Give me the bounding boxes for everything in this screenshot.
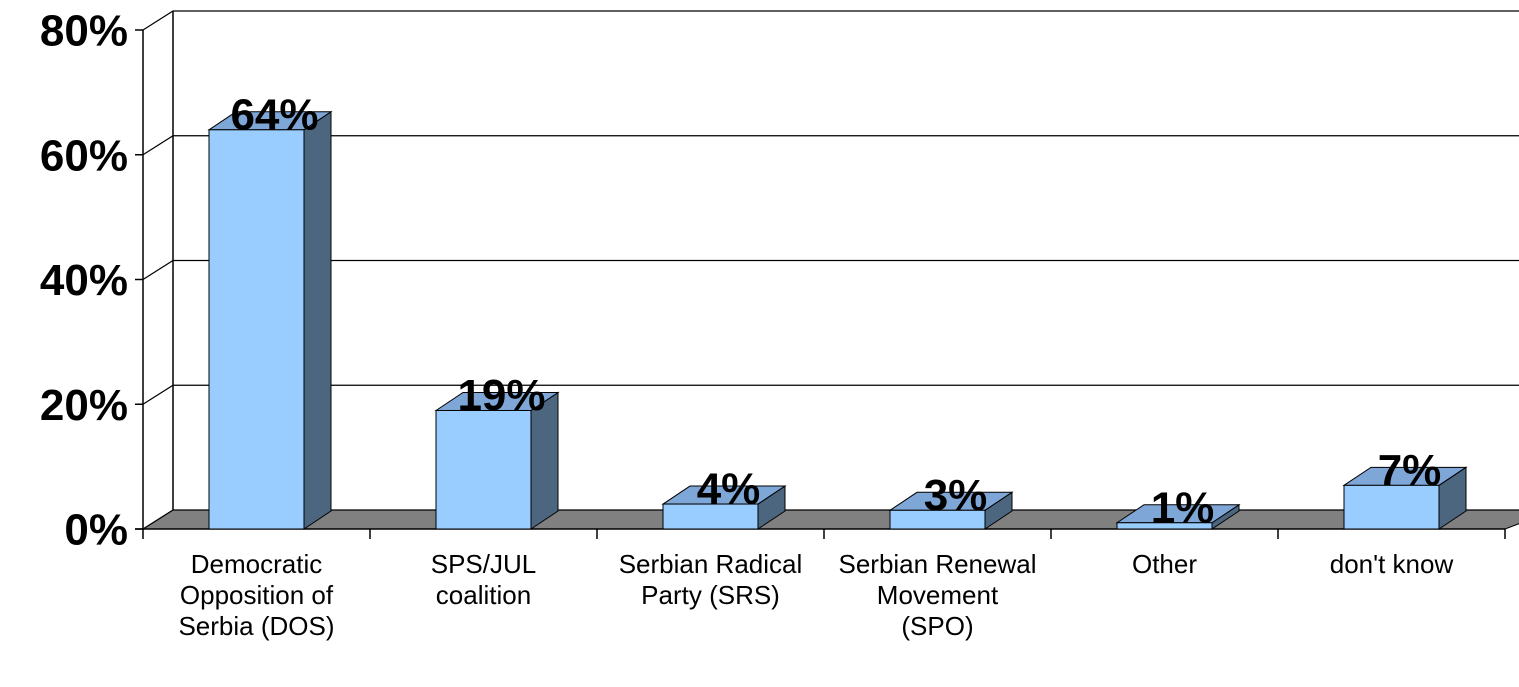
data-label: 7% <box>1378 446 1442 495</box>
y-tick-label: 40% <box>40 256 128 305</box>
floor <box>141 509 1519 530</box>
bar <box>435 409 532 530</box>
grid-line <box>142 135 1519 156</box>
bar <box>208 129 305 530</box>
bar <box>1116 522 1213 530</box>
bar-side <box>303 110 332 530</box>
bar <box>1343 484 1440 530</box>
x-tick-label: Democratic Opposition of Serbia (DOS) <box>178 549 335 641</box>
x-tick-label: Serbian Radical Party (SRS) <box>618 549 803 610</box>
data-label: 19% <box>457 371 545 420</box>
y-tick-label: 60% <box>40 131 128 180</box>
grid-line <box>142 10 1519 31</box>
data-label: 4% <box>697 465 761 514</box>
y-tick-label: 0% <box>64 506 128 555</box>
x-tick-label: Other <box>1131 549 1198 579</box>
grid-line <box>142 509 1519 530</box>
bar <box>889 509 986 530</box>
x-tick-label: Serbian Renewal Movement (SPO) <box>838 549 1037 641</box>
x-tick-label: don't know <box>1329 549 1454 579</box>
grid-line <box>142 259 1519 281</box>
bar <box>662 503 759 530</box>
data-label: 64% <box>230 90 318 139</box>
grid-line <box>142 384 1519 405</box>
x-tick-label: SPS/JUL coalition <box>430 549 537 610</box>
data-label: 1% <box>1151 483 1215 532</box>
y-tick-label: 20% <box>40 381 128 430</box>
y-tick-label: 80% <box>40 7 128 56</box>
data-label: 3% <box>924 471 988 520</box>
